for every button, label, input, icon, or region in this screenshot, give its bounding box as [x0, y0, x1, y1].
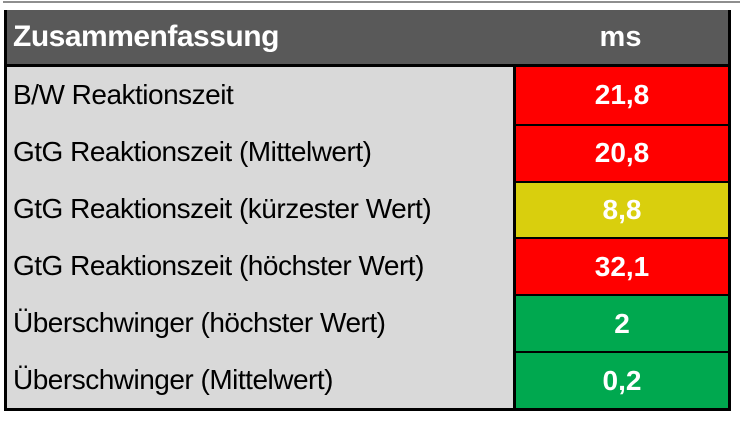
- table-row: GtG Reaktionszeit (kürzester Wert) 8,8: [7, 180, 728, 238]
- table-row: GtG Reaktionszeit (Mittelwert) 20,8: [7, 123, 728, 181]
- table-header-row: Zusammenfassung ms: [7, 10, 728, 67]
- row-label: GtG Reaktionszeit (höchster Wert): [7, 237, 513, 295]
- table-row: B/W Reaktionszeit 21,8: [7, 67, 728, 124]
- top-divider-line: [3, 1, 740, 3]
- row-label: Überschwinger (Mittelwert): [7, 351, 513, 408]
- row-label: Überschwinger (höchster Wert): [7, 294, 513, 352]
- unit-column-header: ms: [599, 20, 642, 53]
- row-value-cell: 0,2: [513, 351, 728, 408]
- row-value-cell: 20,8: [513, 123, 728, 181]
- row-label: GtG Reaktionszeit (Mittelwert): [7, 123, 513, 181]
- table-row: Überschwinger (höchster Wert) 2: [7, 294, 728, 352]
- table-row: GtG Reaktionszeit (höchster Wert) 32,1: [7, 237, 728, 295]
- row-value-cell: 2: [513, 294, 728, 352]
- row-label: B/W Reaktionszeit: [7, 67, 513, 124]
- row-value-cell: 32,1: [513, 237, 728, 295]
- table-row: Überschwinger (Mittelwert) 0,2: [7, 351, 728, 408]
- row-value-cell: 8,8: [513, 180, 728, 238]
- row-label: GtG Reaktionszeit (kürzester Wert): [7, 180, 513, 238]
- summary-table: Zusammenfassung ms B/W Reaktionszeit 21,…: [4, 10, 731, 411]
- table-title: Zusammenfassung: [13, 20, 279, 53]
- row-value-cell: 21,8: [513, 67, 728, 124]
